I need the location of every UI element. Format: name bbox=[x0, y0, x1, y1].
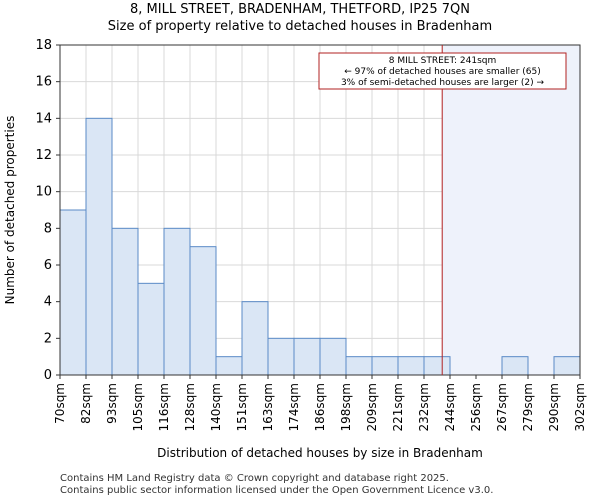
x-tick-label: 256sqm bbox=[469, 383, 483, 431]
histogram-bar bbox=[267, 337, 295, 376]
footer-line-2: Contains public sector information licen… bbox=[60, 485, 494, 496]
y-axis-label: Number of detached properties bbox=[3, 116, 17, 305]
y-tick-label: 12 bbox=[35, 148, 52, 163]
histogram-bar bbox=[423, 356, 451, 376]
y-tick-label: 14 bbox=[35, 111, 52, 126]
x-tick-label: 186sqm bbox=[313, 383, 327, 431]
x-tick-label: 302sqm bbox=[573, 383, 587, 431]
x-tick-label: 151sqm bbox=[235, 383, 249, 431]
chart-subtitle: Size of property relative to detached ho… bbox=[107, 19, 493, 34]
histogram-bar bbox=[163, 227, 191, 376]
x-tick-label: 244sqm bbox=[443, 383, 457, 431]
annotation-line-2: ← 97% of detached houses are smaller (65… bbox=[344, 67, 541, 77]
y-tick-label: 2 bbox=[44, 331, 52, 346]
x-tick-label: 82sqm bbox=[79, 383, 93, 424]
histogram-bar bbox=[111, 227, 139, 376]
footer-line-1: Contains HM Land Registry data © Crown c… bbox=[60, 473, 449, 484]
y-tick-label: 16 bbox=[35, 75, 52, 90]
annotation-line-1: 8 MILL STREET: 241sqm bbox=[389, 56, 496, 66]
x-tick-label: 279sqm bbox=[521, 383, 535, 431]
histogram-bar bbox=[215, 356, 243, 376]
chart-title: 8, MILL STREET, BRADENHAM, THETFORD, IP2… bbox=[130, 2, 470, 17]
x-tick-label: 174sqm bbox=[287, 383, 301, 431]
histogram-bar bbox=[137, 282, 165, 376]
annotation-line-3: 3% of semi-detached houses are larger (2… bbox=[341, 78, 545, 88]
y-tick-label: 4 bbox=[44, 295, 52, 310]
y-tick-label: 18 bbox=[35, 38, 52, 53]
histogram-bar bbox=[319, 337, 347, 376]
histogram-bar bbox=[293, 337, 321, 376]
histogram-bar bbox=[345, 356, 373, 376]
larger-region-highlight bbox=[442, 45, 580, 375]
x-tick-label: 93sqm bbox=[105, 383, 119, 424]
x-tick-label: 70sqm bbox=[53, 383, 67, 424]
histogram-bar bbox=[397, 356, 425, 376]
x-tick-label: 128sqm bbox=[183, 383, 197, 431]
annotation-box bbox=[318, 52, 567, 90]
x-tick-label: 163sqm bbox=[261, 383, 275, 431]
histogram-bar bbox=[553, 356, 581, 376]
histogram-bar bbox=[501, 356, 529, 376]
x-tick-label: 198sqm bbox=[339, 383, 353, 431]
y-tick-label: 6 bbox=[44, 258, 52, 273]
x-tick-label: 209sqm bbox=[365, 383, 379, 431]
y-tick-label: 10 bbox=[35, 185, 52, 200]
x-tick-label: 221sqm bbox=[391, 383, 405, 431]
y-tick-label: 0 bbox=[44, 368, 52, 383]
x-tick-label: 140sqm bbox=[209, 383, 223, 431]
x-tick-label: 290sqm bbox=[547, 383, 561, 431]
histogram-bar bbox=[59, 209, 87, 376]
x-tick-label: 232sqm bbox=[417, 383, 431, 431]
x-tick-label: 116sqm bbox=[157, 383, 171, 431]
y-tick-label: 8 bbox=[44, 221, 52, 236]
histogram-bar bbox=[189, 246, 217, 376]
x-tick-label: 105sqm bbox=[131, 383, 145, 431]
histogram-bar bbox=[371, 356, 399, 376]
histogram-bar bbox=[85, 117, 113, 376]
histogram-bar bbox=[241, 301, 269, 376]
x-axis-label: Distribution of detached houses by size … bbox=[157, 446, 483, 460]
x-tick-label: 267sqm bbox=[495, 383, 509, 431]
